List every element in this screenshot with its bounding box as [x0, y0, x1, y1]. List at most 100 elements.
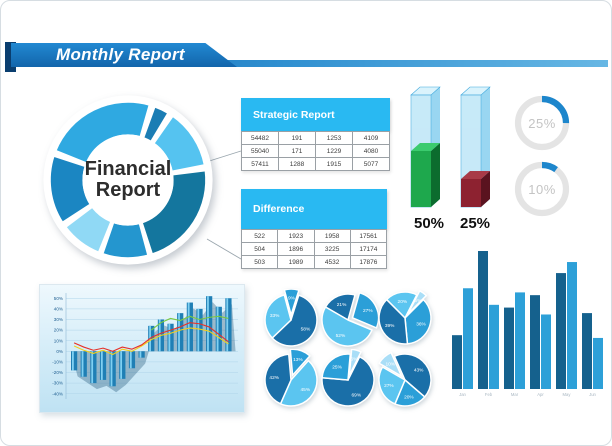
svg-text:58%: 58%	[301, 327, 311, 333]
column-chart-3d: 50% 25%	[409, 85, 501, 232]
svg-text:45%: 45%	[300, 387, 310, 393]
progress-ring-10: 10%	[513, 160, 571, 218]
mini-pie-chart-3: 20% 5% 36% 39%	[374, 287, 436, 349]
svg-text:13%: 13%	[293, 357, 303, 363]
table-cell: 1923	[278, 230, 315, 243]
table-cell: 17561	[350, 230, 387, 243]
svg-text:25%: 25%	[332, 365, 342, 371]
table-cell: 4532	[314, 256, 351, 269]
mini-pie-chart-2: 21% 27% 52%	[317, 289, 380, 351]
svg-text:52%: 52%	[336, 333, 346, 339]
svg-text:9%: 9%	[288, 296, 296, 302]
table-cell: 504	[242, 243, 279, 256]
svg-text:Jan: Jan	[459, 392, 466, 397]
svg-text:0%: 0%	[56, 349, 63, 354]
svg-text:30%: 30%	[54, 317, 63, 322]
svg-text:Feb: Feb	[485, 392, 493, 397]
svg-text:10%: 10%	[54, 338, 63, 343]
svg-text:20%: 20%	[404, 394, 414, 400]
difference-title: Difference	[253, 203, 305, 215]
table-row: 57411 1288 1915 5077	[242, 158, 390, 171]
combo-chart-svg: 50% 40% 30% 20% 10% 0% -10% -20% -30% -40%	[52, 293, 238, 399]
table-row: 55040 171 1229 4080	[242, 145, 390, 158]
column-label-50: 50%	[413, 215, 445, 232]
table-cell: 1958	[314, 230, 351, 243]
column-3d-50	[410, 86, 441, 208]
svg-text:6%: 6%	[351, 357, 359, 363]
mini-pie-4-svg: 13% 45% 42%	[264, 348, 318, 407]
grouped-bar-chart-svg: Jan Feb Mar Apr May Jun	[452, 251, 603, 397]
svg-text:27%: 27%	[384, 383, 394, 389]
table-row: 504 1896 3225 17174	[242, 243, 387, 256]
mini-pie-chart-1: 9% 58% 33%	[260, 288, 322, 351]
svg-text:27%: 27%	[363, 308, 373, 314]
svg-text:33%: 33%	[270, 313, 280, 319]
table-row: 503 1989 4532 17876	[242, 256, 387, 269]
svg-text:69%: 69%	[351, 393, 361, 399]
mini-pie-3-svg: 20% 5% 36% 39%	[378, 289, 432, 345]
svg-text:10%: 10%	[385, 361, 395, 367]
svg-text:42%: 42%	[269, 375, 279, 381]
donut-chart: Financial Report	[35, 87, 221, 273]
svg-text:Mar: Mar	[511, 392, 519, 397]
svg-text:40%: 40%	[54, 307, 63, 312]
table-cell: 4109	[353, 132, 390, 145]
header-banner: Monthly Report	[11, 43, 237, 67]
table-cell: 55040	[242, 145, 279, 158]
difference-rows: 522 1923 1958 17561 504 1896 3225 17174 503 1989 4…	[241, 229, 387, 269]
progress-ring-10-label: 10%	[528, 181, 556, 197]
table-cell: 5077	[353, 158, 390, 171]
table-cell: 503	[242, 256, 279, 269]
svg-text:21%: 21%	[337, 302, 347, 308]
progress-ring-25-svg	[514, 95, 570, 151]
table-cell: 1915	[316, 158, 353, 171]
table-cell: 1229	[316, 145, 353, 158]
mini-pie-2-svg: 21% 27% 52%	[321, 291, 380, 347]
table-cell: 54482	[242, 132, 279, 145]
strategic-report-title: Strategic Report	[253, 108, 335, 121]
table-cell: 3225	[314, 243, 351, 256]
table-cell: 1989	[278, 256, 315, 269]
svg-text:-10%: -10%	[52, 360, 63, 365]
column-label-25: 25%	[459, 215, 491, 232]
donut-center-label: Financial Report	[35, 87, 221, 273]
mini-pie-chart-4: 13% 45% 42%	[260, 348, 322, 411]
svg-text:Jun: Jun	[589, 392, 596, 397]
svg-text:Apr: Apr	[537, 392, 544, 397]
donut-center-line1: Financial	[84, 158, 172, 181]
combo-chart: 50% 40% 30% 20% 10% 0% -10% -20% -30% -40%	[39, 284, 245, 413]
svg-text:-20%: -20%	[52, 370, 63, 375]
strategic-report-table: Strategic Report 54482 191 1253 4109 55040 17…	[241, 98, 390, 171]
progress-ring-25-label: 25%	[528, 115, 556, 131]
svg-text:20%: 20%	[54, 328, 63, 333]
mini-pie-chart-5: 6% 69% 25%	[317, 348, 379, 411]
strategic-report-rows: 54482 191 1253 4109 55040 171 1229 4080 57411 128…	[241, 131, 390, 171]
difference-table: Difference 522 1923 1958 17561 504 1896 3225 17…	[241, 189, 387, 269]
svg-text:43%: 43%	[414, 368, 424, 374]
mini-pie-chart-6: 10% 43% 20% 27%	[374, 349, 436, 411]
table-cell: 1253	[316, 132, 353, 145]
svg-text:36%: 36%	[416, 321, 426, 327]
grouped-bar-chart: Jan Feb Mar Apr May Jun	[447, 237, 607, 412]
column-3d-25	[460, 86, 492, 208]
header-underline	[11, 60, 608, 67]
table-cell: 4080	[353, 145, 390, 158]
donut-svg	[43, 95, 213, 265]
table-row: 54482 191 1253 4109	[242, 132, 390, 145]
mini-pie-1-svg: 9% 58% 33%	[264, 288, 318, 347]
table-cell: 17174	[350, 243, 387, 256]
table-cell: 17876	[350, 256, 387, 269]
table-row: 522 1923 1958 17561	[242, 230, 387, 243]
table-cell: 1896	[278, 243, 315, 256]
svg-text:-30%: -30%	[52, 381, 63, 386]
table-cell: 171	[279, 145, 316, 158]
mini-pie-6-svg: 10% 43% 20% 27%	[378, 351, 432, 407]
column-labels: 50% 25%	[409, 215, 501, 232]
progress-ring-25: 25%	[513, 94, 571, 152]
header-accent-ribbon	[5, 42, 16, 72]
strategic-report-header: Strategic Report	[241, 98, 390, 131]
svg-text:5%: 5%	[414, 298, 422, 304]
table-cell: 191	[279, 132, 316, 145]
mini-pie-5-svg: 6% 69% 25%	[321, 348, 375, 407]
